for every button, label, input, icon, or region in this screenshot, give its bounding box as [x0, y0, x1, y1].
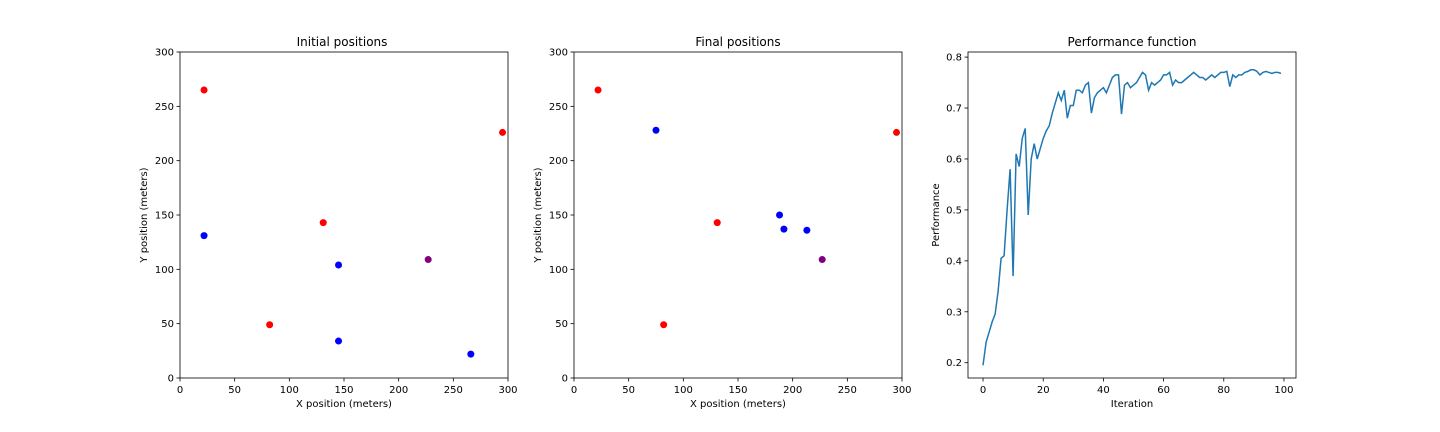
y-tick-label: 250 — [155, 102, 174, 113]
y-tick-label: 100 — [155, 265, 174, 276]
data-point — [660, 321, 668, 329]
x-tick-label: 40 — [1097, 385, 1110, 396]
series-line — [982, 69, 1282, 366]
x-axis-label: X position (meters) — [296, 399, 392, 410]
x-tick-label: 100 — [674, 385, 693, 396]
x-tick-label: 150 — [728, 385, 747, 396]
y-axis-label: Performance — [931, 183, 942, 246]
final-positions-plot: Final positions X position (meters) Y po… — [533, 35, 912, 410]
x-tick-label: 300 — [498, 385, 517, 396]
x-tick-label: 0 — [177, 385, 183, 396]
data-point — [200, 232, 208, 240]
x-tick-label: 100 — [1274, 385, 1293, 396]
axes-frame — [573, 51, 903, 379]
y-tick-label: 0.8 — [946, 53, 962, 64]
y-tick-label: 150 — [155, 211, 174, 222]
data-point — [780, 225, 788, 233]
axes-frame — [179, 51, 509, 379]
data-point — [335, 337, 343, 345]
x-tick-label: 80 — [1217, 385, 1230, 396]
y-tick-label: 0 — [562, 374, 568, 385]
x-tick-label: 250 — [444, 385, 463, 396]
data-point — [776, 211, 784, 219]
x-tick-label: 60 — [1157, 385, 1170, 396]
x-tick-label: 250 — [838, 385, 857, 396]
data-point — [594, 86, 602, 94]
y-axis-label: Y position (meters) — [533, 167, 544, 263]
x-tick-label: 300 — [892, 385, 911, 396]
y-tick-label: 150 — [549, 211, 568, 222]
data-point — [467, 350, 475, 358]
data-point — [893, 128, 901, 136]
y-tick-label: 0.5 — [946, 205, 962, 216]
x-tick-label: 0 — [571, 385, 577, 396]
y-tick-label: 0.7 — [946, 104, 962, 115]
x-tick-label: 200 — [389, 385, 408, 396]
data-point — [424, 256, 432, 264]
x-tick-label: 0 — [980, 385, 986, 396]
x-tick-label: 200 — [783, 385, 802, 396]
data-point — [200, 86, 208, 94]
y-tick-label: 0.3 — [946, 307, 962, 318]
y-tick-label: 300 — [549, 48, 568, 59]
data-point — [652, 126, 660, 134]
data-point — [319, 219, 327, 227]
plot-title: Final positions — [695, 35, 780, 49]
y-tick-label: 0.6 — [946, 154, 962, 165]
y-tick-label: 50 — [161, 319, 174, 330]
data-point — [803, 226, 811, 234]
data-point — [266, 321, 274, 329]
x-axis-label: X position (meters) — [690, 399, 786, 410]
x-tick-label: 150 — [334, 385, 353, 396]
initial-positions-plot: Initial positions X position (meters) Y … — [139, 35, 518, 410]
y-tick-label: 200 — [155, 156, 174, 167]
y-tick-label: 200 — [549, 156, 568, 167]
y-tick-label: 300 — [155, 48, 174, 59]
y-tick-label: 0.4 — [946, 256, 962, 267]
y-tick-label: 250 — [549, 102, 568, 113]
x-tick-label: 100 — [280, 385, 299, 396]
y-axis-label: Y position (meters) — [139, 167, 150, 263]
x-tick-label: 50 — [228, 385, 241, 396]
y-tick-label: 0.2 — [946, 358, 962, 369]
y-tick-label: 0 — [168, 374, 174, 385]
x-axis-label: Iteration — [1111, 399, 1153, 410]
y-tick-label: 50 — [555, 319, 568, 330]
axes-frame — [967, 51, 1297, 379]
data-point — [335, 261, 343, 269]
plot-title: Initial positions — [297, 35, 388, 49]
x-tick-label: 20 — [1037, 385, 1050, 396]
data-point — [499, 128, 507, 136]
performance-function-plot: Performance function Iteration Performan… — [931, 35, 1297, 410]
data-point — [818, 256, 826, 264]
x-tick-label: 50 — [622, 385, 635, 396]
data-point — [713, 219, 721, 227]
y-tick-label: 100 — [549, 265, 568, 276]
plot-title: Performance function — [1068, 35, 1197, 49]
